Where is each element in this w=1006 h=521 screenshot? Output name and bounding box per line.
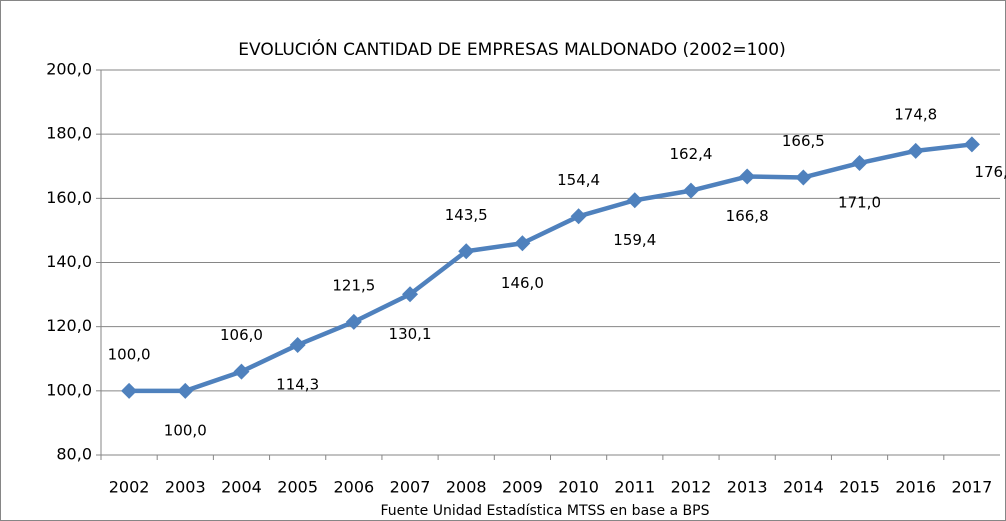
data-label: 174,8: [894, 105, 937, 123]
data-marker: [233, 363, 250, 380]
data-label: 130,1: [389, 325, 432, 343]
data-marker: [121, 382, 138, 399]
x-tick-label: 2016: [895, 478, 936, 497]
x-tick-label: 2015: [839, 478, 880, 497]
data-marker: [289, 336, 306, 353]
data-marker: [739, 168, 756, 185]
x-tick-label: 2006: [333, 478, 374, 497]
data-marker: [514, 235, 531, 252]
data-marker: [402, 286, 419, 303]
data-label: 176,8: [974, 163, 1006, 181]
x-tick-label: 2004: [221, 478, 262, 497]
x-tick-label: 2005: [277, 478, 318, 497]
data-marker: [458, 243, 475, 260]
data-label: 166,8: [726, 207, 769, 225]
x-tick-label: 2007: [390, 478, 431, 497]
data-label: 100,0: [108, 345, 151, 363]
data-label: 171,0: [838, 194, 881, 212]
x-tick-label: 2008: [446, 478, 487, 497]
data-label: 114,3: [276, 375, 319, 393]
x-tick-label: 2012: [671, 478, 712, 497]
data-marker: [570, 208, 587, 225]
x-tick-label: 2002: [109, 478, 150, 497]
data-label: 162,4: [669, 145, 712, 163]
x-tick-label: 2010: [558, 478, 599, 497]
x-tick-label: 2009: [502, 478, 543, 497]
data-marker: [626, 192, 643, 209]
y-tick-label: 200,0: [46, 60, 92, 79]
x-tick-label: 2011: [614, 478, 655, 497]
x-tick-label: 2017: [952, 478, 993, 497]
y-tick-label: 160,0: [46, 188, 92, 207]
data-marker: [963, 136, 980, 153]
data-label: 100,0: [164, 421, 207, 439]
data-marker: [851, 155, 868, 172]
data-label: 159,4: [613, 231, 656, 249]
data-label: 121,5: [332, 276, 375, 294]
data-label: 143,5: [445, 206, 488, 224]
y-tick-label: 100,0: [46, 380, 92, 399]
data-label: 106,0: [220, 326, 263, 344]
y-tick-label: 180,0: [46, 124, 92, 143]
data-label: 146,0: [501, 274, 544, 292]
data-marker: [682, 182, 699, 199]
data-marker: [795, 169, 812, 186]
x-tick-label: 2003: [165, 478, 206, 497]
chart-title: EVOLUCIÓN CANTIDAD DE EMPRESAS MALDONADO…: [238, 38, 786, 60]
data-marker: [345, 313, 362, 330]
y-tick-label: 120,0: [46, 316, 92, 335]
data-marker: [907, 142, 924, 159]
y-tick-label: 80,0: [56, 445, 92, 464]
data-label: 166,5: [782, 132, 825, 150]
x-tick-label: 2013: [727, 478, 768, 497]
y-tick-label: 140,0: [46, 252, 92, 271]
data-label: 154,4: [557, 171, 600, 189]
data-marker: [177, 382, 194, 399]
x-tick-label: 2014: [783, 478, 824, 497]
data-line: [129, 142, 973, 394]
source-note: Fuente Unidad Estadística MTSS en base a…: [381, 503, 710, 519]
